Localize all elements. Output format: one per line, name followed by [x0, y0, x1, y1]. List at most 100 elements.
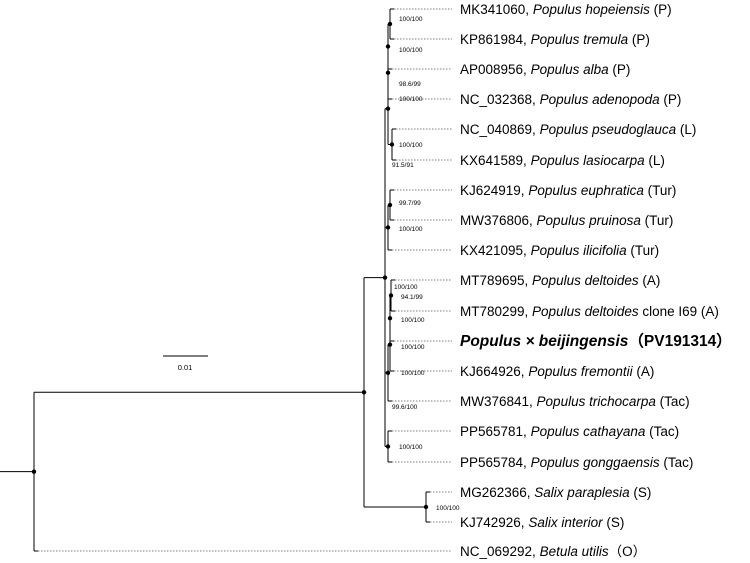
tip-label-highlight: Populus × beijingensis（PV191314） [460, 332, 732, 350]
tip-accession: KJ664926, [460, 364, 528, 379]
tip-suffix: (Tur) [641, 213, 674, 228]
tip-label: PP565781, Populus cathayana (Tac) [460, 424, 679, 439]
support-value: 91.5/91 [392, 162, 414, 169]
tip-label: NC_040869, Populus pseudoglauca (L) [460, 122, 696, 137]
tip-suffix: (A) [639, 273, 661, 288]
tip-species: Populus adenopoda [540, 92, 661, 107]
support-value: 100/100 [399, 16, 423, 23]
tip-accession: MT780299, [460, 304, 532, 319]
tip-species: Populus pseudoglauca [540, 122, 677, 137]
support-value: 100/100 [401, 344, 425, 351]
tip-suffix: (P) [628, 32, 650, 47]
scale-bar-label: 0.01 [178, 363, 193, 372]
node-dot [388, 293, 394, 298]
tip-species: Populus trichocarpa [537, 394, 657, 409]
tip-accession: KX641589, [460, 153, 531, 168]
node-dot [382, 275, 388, 280]
tip-suffix: (P) [650, 2, 672, 17]
tip-label: MT789695, Populus deltoides (A) [460, 273, 660, 288]
tip-species: Populus cathayana [531, 424, 646, 439]
tip-label: NC_032368, Populus adenopoda (P) [460, 92, 681, 107]
node-dot [389, 142, 395, 147]
tip-accession: NC_069292, [460, 544, 540, 559]
node-dot [385, 444, 391, 449]
node-dot [361, 390, 367, 395]
support-value: 99.7/99 [399, 200, 421, 207]
support-value: 100/100 [399, 142, 423, 149]
node-dot [387, 316, 393, 321]
tip-suffix: (Tac) [656, 394, 690, 409]
tip-species: Betula utilis [540, 544, 609, 559]
tip-species: Salix paraplesia [534, 485, 630, 500]
tip-accession: KX421095, [460, 243, 531, 258]
scale-bar: 0.01 [163, 355, 208, 372]
support-value: 100/100 [394, 284, 418, 291]
tip-suffix: (P) [660, 92, 682, 107]
tip-label: KX641589, Populus lasiocarpa (L) [460, 153, 665, 168]
tip-species: Salix interior [528, 515, 603, 530]
tree-nodes [31, 21, 429, 510]
tip-suffix: （O） [609, 544, 647, 559]
tip-species: Populus lasiocarpa [531, 153, 646, 168]
tip-suffix: (A) [633, 364, 655, 379]
tip-label: PP565784, Populus gonggaensis (Tac) [460, 455, 693, 470]
tip-accession: PP565781, [460, 424, 531, 439]
tip-label: KJ624919, Populus euphratica (Tur) [460, 183, 676, 198]
support-value: 99.6/100 [392, 404, 418, 411]
node-dot [31, 469, 37, 474]
node-dot [385, 106, 391, 111]
tip-species: Populus deltoides [532, 273, 639, 288]
tip-species: Populus gonggaensis [531, 455, 660, 470]
node-dot [385, 225, 391, 230]
node-dot [387, 342, 393, 347]
support-value: 100/100 [399, 47, 423, 54]
tip-label: AP008956, Populus alba (P) [460, 62, 630, 77]
tip-label: NC_069292, Betula utilis（O） [460, 544, 646, 559]
tip-accession: MW376806, [460, 213, 537, 228]
support-value: 100/100 [399, 96, 423, 103]
tip-suffix: (Tac) [645, 424, 679, 439]
tip-accession: AP008956, [460, 62, 531, 77]
tip-accession: KJ624919, [460, 183, 528, 198]
tip-accession: NC_032368, [460, 92, 540, 107]
tip-accession: MK341060, [460, 2, 533, 17]
tip-accession: MT789695, [460, 273, 532, 288]
tip-species: Populus alba [531, 62, 610, 77]
tip-suffix: (L) [645, 153, 665, 168]
tip-suffix: （PV191314） [628, 332, 731, 350]
node-dot [385, 70, 391, 75]
tip-leader-lines [38, 8, 452, 552]
support-value: 100/100 [401, 370, 425, 377]
tip-species: Populus pruinosa [537, 213, 642, 228]
tip-accession: NC_040869, [460, 122, 540, 137]
tip-species: Populus hopeiensis [533, 2, 650, 17]
node-dot [423, 504, 429, 510]
tip-suffix: (S) [630, 485, 652, 500]
support-value: 100/100 [399, 226, 423, 233]
tip-species: Populus fremontii [528, 364, 633, 379]
node-dot [385, 370, 391, 376]
tip-label: KP861984, Populus tremula (P) [460, 32, 650, 47]
tip-species: Populus tremula [531, 32, 629, 47]
tip-accession: MG262366, [460, 485, 534, 500]
tip-label: KX421095, Populus ilicifolia (Tur) [460, 243, 659, 258]
node-dot [385, 44, 391, 49]
tip-label: MW376806, Populus pruinosa (Tur) [460, 213, 673, 228]
tip-label: MK341060, Populus hopeiensis (P) [460, 2, 672, 17]
tip-label: MG262366, Salix paraplesia (S) [460, 485, 651, 500]
tip-suffix: (Tur) [627, 243, 660, 258]
support-value: 100/100 [436, 505, 460, 512]
tip-label: KJ742926, Salix interior (S) [460, 515, 624, 530]
support-value: 98.6/99 [399, 81, 421, 88]
tip-accession: MW376841, [460, 394, 537, 409]
tip-accession: PP565784, [460, 455, 531, 470]
support-value: 100/100 [399, 444, 423, 451]
tip-species: Populus × beijingensis [460, 333, 629, 350]
tip-accession: KP861984, [460, 32, 531, 47]
tip-suffix: clone I69 (A) [639, 304, 719, 319]
tip-accession: KJ742926, [460, 515, 528, 530]
tip-labels: MK341060, Populus hopeiensis (P)KP861984… [460, 2, 732, 559]
tree-branches [0, 8, 430, 552]
tip-species: Populus ilicifolia [531, 243, 628, 258]
